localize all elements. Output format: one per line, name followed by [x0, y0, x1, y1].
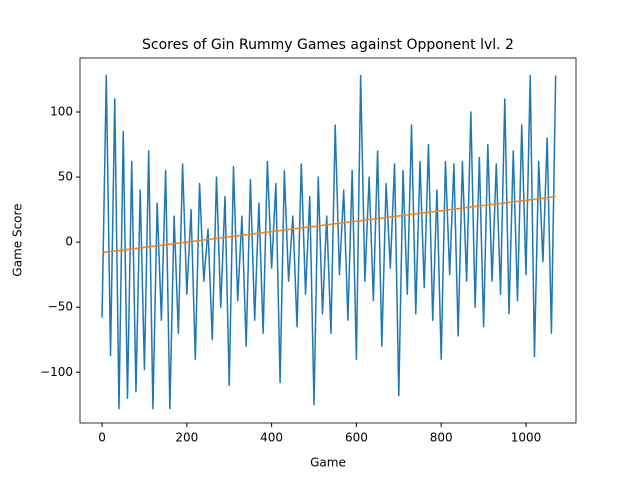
x-tick-label: 0: [98, 431, 106, 445]
x-tick-label: 400: [260, 431, 283, 445]
chart-title: Scores of Gin Rummy Games against Oppone…: [142, 37, 514, 53]
x-tick-label: 800: [430, 431, 453, 445]
series-line: [101, 74, 557, 410]
y-tick-label: 0: [65, 235, 73, 249]
series-line: [101, 195, 556, 254]
y-tick-label: −50: [48, 300, 73, 314]
x-tick-label: 600: [345, 431, 368, 445]
x-tick-label: 1000: [511, 431, 542, 445]
x-axis-label: Game: [310, 456, 346, 470]
x-tick-label: 200: [175, 431, 198, 445]
plot-frame: [79, 57, 577, 424]
y-axis-label: Game Score: [11, 203, 25, 276]
y-tick-label: 50: [58, 170, 73, 184]
y-tick-label: 100: [50, 105, 73, 119]
y-tick-label: −100: [40, 365, 73, 379]
